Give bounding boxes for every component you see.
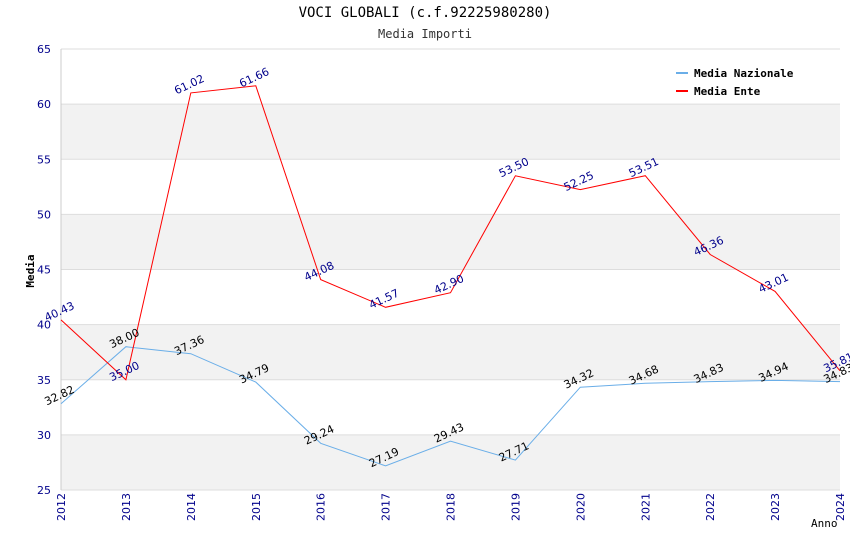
y-axis-label: Media — [24, 254, 37, 287]
x-tick-label: 2014 — [185, 493, 198, 521]
plot-band — [61, 214, 840, 270]
x-tick-label: 2012 — [55, 493, 68, 521]
y-tick-label: 35 — [37, 374, 51, 387]
y-tick-label: 50 — [37, 208, 51, 221]
x-axis-label: Anno — [811, 517, 838, 530]
y-tick-label: 30 — [37, 429, 51, 442]
x-tick-label: 2024 — [834, 493, 847, 521]
y-tick-label: 40 — [37, 319, 51, 332]
x-tick-label: 2013 — [120, 493, 133, 521]
legend-swatch-media-ente — [676, 90, 688, 92]
plot-band — [61, 379, 840, 435]
x-tick-label: 2015 — [250, 493, 263, 521]
x-tick-label: 2016 — [315, 493, 328, 521]
x-tick-label: 2021 — [639, 493, 652, 521]
legend-label-media-nazionale: Media Nazionale — [694, 66, 794, 80]
chart-title: VOCI GLOBALI (c.f.92225980280) — [298, 5, 552, 21]
y-tick-label: 25 — [37, 484, 51, 497]
x-tick-label: 2020 — [574, 493, 587, 521]
x-tick-label: 2018 — [445, 493, 458, 521]
plot-band — [61, 269, 840, 325]
series-line-media-ente — [60, 85, 841, 381]
legend-swatch-media-nazionale — [676, 72, 688, 74]
y-tick-label: 60 — [37, 98, 51, 111]
x-tick-label: 2023 — [769, 493, 782, 521]
y-tick-label: 65 — [37, 43, 51, 56]
plot-band — [61, 159, 840, 215]
plot-band — [61, 324, 840, 380]
x-axis-ticks: 2012 2013 2014 2015 2016 2017 2018 2019 2020 2021… — [55, 493, 847, 521]
y-tick-label: 45 — [37, 264, 51, 277]
y-axis-ticks: 25 30 35 40 45 50 55 60 65 — [37, 43, 51, 497]
plot-band — [61, 434, 840, 490]
legend-item-media-ente: Media Ente — [676, 84, 760, 98]
legend: Media Nazionale Media Ente — [670, 60, 809, 101]
legend-item-media-nazionale: Media Nazionale — [676, 66, 793, 80]
chart-subtitle: Media Importi — [378, 27, 472, 41]
grid-lines — [60, 48, 840, 491]
series-lines — [60, 85, 841, 467]
x-tick-label: 2017 — [380, 493, 393, 521]
x-tick-label: 2022 — [704, 493, 717, 521]
legend-label-media-ente: Media Ente — [694, 84, 761, 98]
x-tick-label: 2019 — [509, 493, 522, 521]
plot-band — [61, 104, 840, 160]
y-tick-label: 55 — [37, 153, 51, 166]
series-line-media-nazionale — [60, 346, 841, 467]
